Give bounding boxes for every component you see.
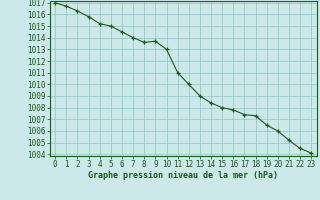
X-axis label: Graphe pression niveau de la mer (hPa): Graphe pression niveau de la mer (hPa)	[88, 171, 278, 180]
